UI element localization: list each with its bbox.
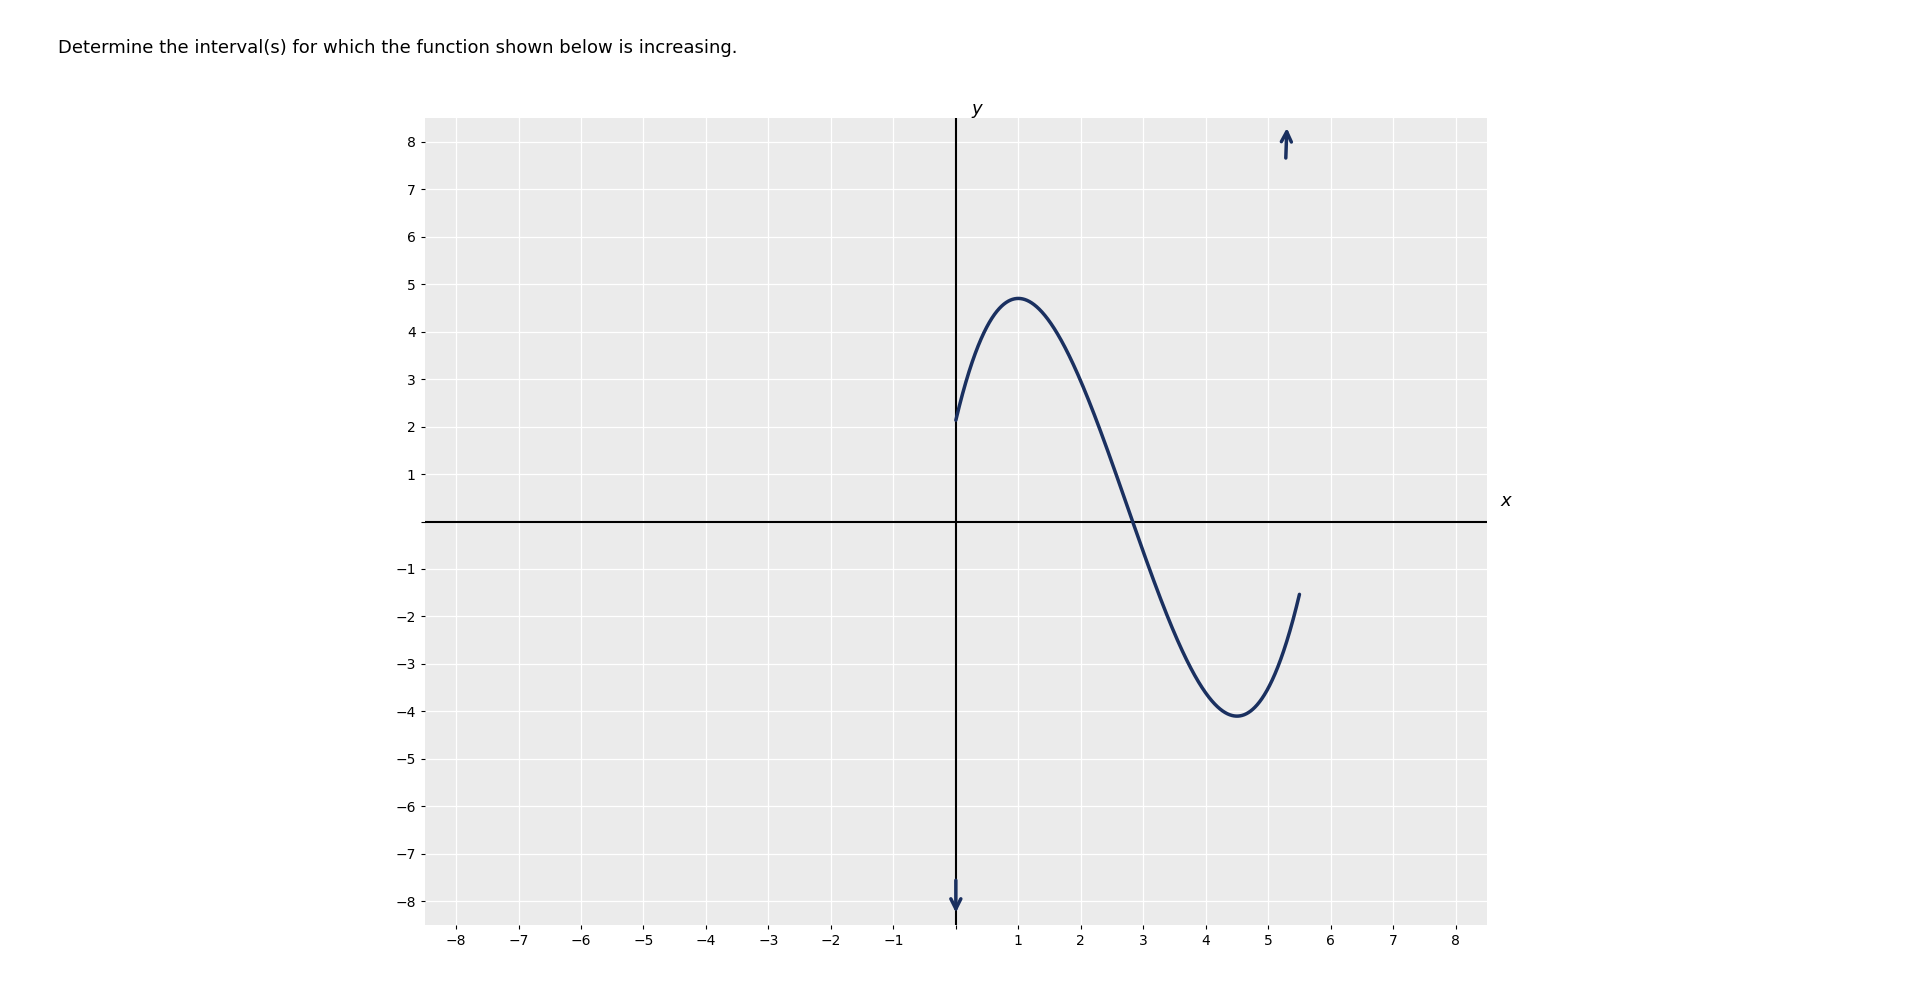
Text: Determine the interval(s) for which the function shown below is increasing.: Determine the interval(s) for which the …: [58, 39, 737, 57]
Text: y: y: [971, 99, 982, 117]
Text: x: x: [1500, 492, 1509, 510]
